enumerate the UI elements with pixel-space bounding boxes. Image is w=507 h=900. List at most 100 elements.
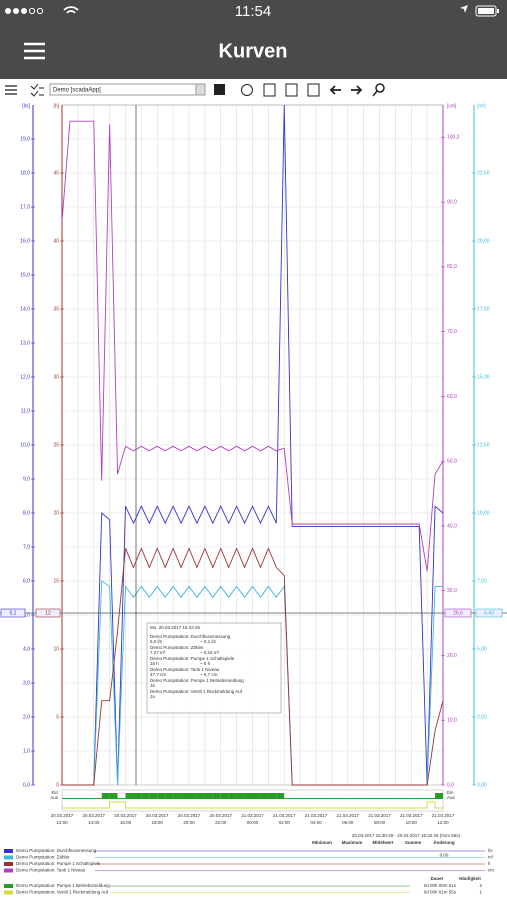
y-tick-label: 6,0 xyxy=(23,578,30,584)
y-tick-label: 10,0 xyxy=(447,718,457,724)
y-tick-label: 40 xyxy=(53,238,59,244)
binary-line xyxy=(62,801,443,809)
y-tick-label: 2,50 xyxy=(477,714,487,720)
y-tick-label: 13,0 xyxy=(20,340,30,346)
x-tick-label: 20.03.2017 14:00 xyxy=(82,813,105,825)
status-time: 11:54 xyxy=(235,3,271,20)
select-arrow[interactable] xyxy=(195,83,206,96)
zoom-button[interactable] xyxy=(372,83,385,97)
binary-bar xyxy=(77,798,86,799)
tooltip-name: Demo Pumpstation: Ventil 1 Rückmeldung A… xyxy=(150,689,243,694)
x-tick-label: 21.03.2017 12:00 xyxy=(432,813,455,825)
tooltip-name: Demo Pumpstation: Durchflussmessung xyxy=(150,634,231,639)
binary-bar xyxy=(133,793,142,799)
list-button[interactable] xyxy=(5,85,17,95)
binary-bar xyxy=(419,798,428,799)
y-tick-label: 7,50 xyxy=(477,578,487,584)
table-cell: 0d 00h 01m 55s xyxy=(424,890,457,895)
legend-name: Demo Pumpstation: Pumpe 1 Betriebsmeldun… xyxy=(16,883,110,888)
binary-bar xyxy=(411,798,420,799)
forward-button[interactable] xyxy=(351,85,363,95)
binary-bar xyxy=(196,793,205,799)
page-title: Kurven xyxy=(219,40,288,62)
binary-bar xyxy=(308,798,316,799)
y-tick-label: 12,0 xyxy=(20,374,30,380)
state-label: Aus xyxy=(50,795,59,800)
y-tick-label: 35 xyxy=(53,306,59,312)
range-text: 20.03.2017 16:30:29 - 20.03.2017 16:32:2… xyxy=(352,833,461,838)
y-tick-label: 30 xyxy=(53,374,59,380)
binary-bar xyxy=(149,793,158,799)
tooltip-box xyxy=(146,622,282,714)
select-button[interactable] xyxy=(30,83,44,97)
y-tick-label: 45 xyxy=(53,170,59,176)
y-tick-label: 8,0 xyxy=(23,510,30,516)
legend-name: Demo Pumpstation: Durchflussmessung xyxy=(16,848,97,853)
legend-name: Demo Pumpstation: Pumpe 1 Schaltspiele xyxy=(16,861,101,866)
binary-bar xyxy=(69,798,78,799)
legend-swatch xyxy=(4,884,13,888)
binary-bar xyxy=(117,798,126,799)
crosshair-label-box xyxy=(475,608,503,618)
binary-bar xyxy=(141,793,150,799)
table-header: Häufigkeit xyxy=(459,876,481,881)
y-tick-label: 0,0 xyxy=(23,782,30,788)
binary-bar xyxy=(331,798,340,799)
crosshair-label-box xyxy=(0,608,26,618)
y-tick-label: 17,0 xyxy=(20,204,30,210)
y-tick-label: 25 xyxy=(53,442,59,448)
wifi-icon xyxy=(63,6,79,14)
binary-bar xyxy=(260,793,269,799)
table-header: Änderung xyxy=(433,839,454,845)
tooltip-name: Demo Pumpstation: Zähler xyxy=(150,645,204,650)
binary-bar xyxy=(339,798,348,799)
binary-bar xyxy=(284,798,293,799)
legend-name: Demo Pumpstation: Ventil 1 Rückmeldung A… xyxy=(16,890,109,895)
crosshair-label: 12 xyxy=(45,610,51,616)
y-tick-label: 70,0 xyxy=(447,329,457,335)
day-button[interactable] xyxy=(263,83,276,97)
app-header xyxy=(0,0,507,79)
y-tick-label: 60,0 xyxy=(447,394,457,400)
y-tick-label: 10,0 xyxy=(20,442,30,448)
axis-unit: [cm] xyxy=(447,103,457,109)
binary-bar xyxy=(173,793,182,799)
tooltip-value: 47,7 cm xyxy=(150,672,166,677)
week-button[interactable] xyxy=(285,83,298,97)
x-tick-label: 21.03.2017 06:00 xyxy=(336,813,359,825)
legend-swatch xyxy=(4,868,13,873)
y-tick-label: 5,00 xyxy=(477,646,487,652)
tooltip-delta: ~ 0,1 l/s xyxy=(200,639,217,644)
y-tick-label: 5,0 xyxy=(23,612,30,618)
x-tick-label: 20.03.2017 20:00 xyxy=(178,813,201,825)
location-icon xyxy=(460,5,468,13)
save-button[interactable] xyxy=(214,84,225,95)
binary-bar xyxy=(228,793,237,799)
tooltip-value: Ja xyxy=(150,683,155,688)
table-cell: 2 xyxy=(479,883,482,888)
binary-bar xyxy=(165,793,174,799)
binary-bar xyxy=(125,793,134,799)
y-tick-label: 40,0 xyxy=(447,523,457,529)
binary-bar xyxy=(236,793,245,799)
x-tick-label: 21.03.2017 00:00 xyxy=(241,813,264,825)
y-tick-label: 0,0 xyxy=(447,782,454,788)
menu-button[interactable] xyxy=(24,42,45,60)
crosshair-label-box xyxy=(444,608,472,618)
axis-unit: [l/s] xyxy=(22,103,30,109)
clock-button[interactable] xyxy=(241,84,253,96)
y-tick-label: 17,50 xyxy=(477,306,490,312)
y-tick-label: 15,00 xyxy=(477,374,490,380)
back-button[interactable] xyxy=(329,85,341,95)
binary-bar xyxy=(323,798,332,799)
tooltip-name: Demo Pumpstation: Pumpe 1 Schaltspiele xyxy=(150,656,235,661)
y-tick-label: 0,00 xyxy=(477,782,487,788)
y-tick-label: 22,50 xyxy=(477,170,490,176)
binary-bar xyxy=(244,793,253,799)
legend-swatch xyxy=(4,855,13,860)
month-button[interactable] xyxy=(307,83,320,97)
x-tick-label: 21.03.2017 02:00 xyxy=(273,813,296,825)
binary-bar xyxy=(427,798,436,799)
tooltip-value: 15 h xyxy=(150,661,159,666)
tooltip-value: 8,0 l/s xyxy=(150,639,163,644)
